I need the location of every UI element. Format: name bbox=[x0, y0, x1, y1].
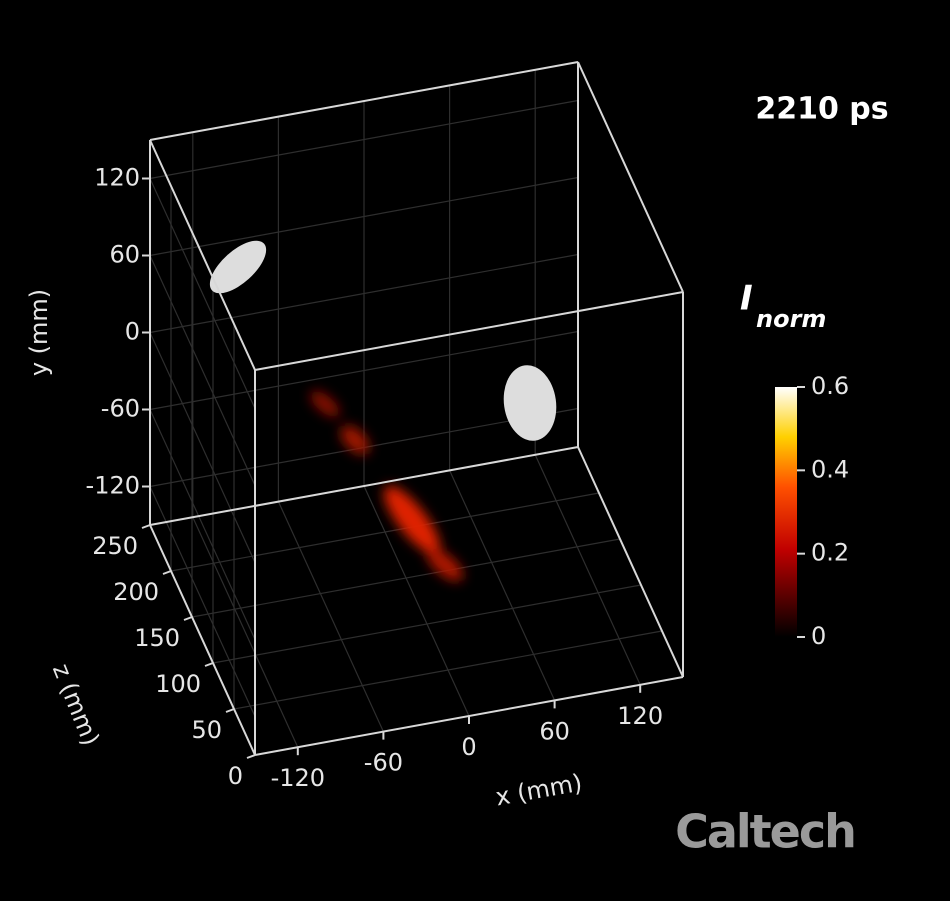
x-tick-label: 120 bbox=[617, 702, 663, 730]
z-tick-label: 100 bbox=[155, 670, 201, 698]
colorbar-label: I bbox=[740, 279, 753, 319]
box-edge bbox=[149, 139, 256, 371]
colorbar bbox=[775, 387, 797, 637]
z-tick bbox=[162, 570, 172, 575]
z-tick-label: 150 bbox=[134, 624, 180, 652]
grid-line bbox=[534, 454, 641, 686]
z-tick bbox=[204, 662, 214, 667]
grid-line bbox=[192, 516, 299, 748]
colorbar-tick-label: 0.4 bbox=[811, 455, 849, 483]
z-tick-label: 0 bbox=[228, 762, 243, 790]
pulse-blob bbox=[310, 390, 340, 418]
grid-line bbox=[149, 332, 256, 563]
x-tick-label: 0 bbox=[461, 733, 476, 761]
pulse-blob bbox=[383, 485, 441, 555]
z-tick-label: 200 bbox=[113, 578, 159, 606]
box-edge bbox=[577, 61, 684, 293]
y-axis-title: y (mm) bbox=[25, 289, 53, 376]
light-pulse bbox=[310, 390, 464, 582]
grid-line bbox=[149, 253, 579, 334]
grid-line bbox=[233, 630, 663, 710]
grid-line bbox=[149, 330, 579, 411]
grid-line bbox=[212, 584, 642, 664]
box-edge bbox=[149, 446, 579, 526]
grid-line bbox=[449, 470, 556, 701]
z-tick bbox=[246, 754, 256, 759]
z-tick-label: 50 bbox=[191, 716, 222, 744]
pulse-blob bbox=[340, 425, 370, 455]
colorbar-tick-label: 0.2 bbox=[811, 539, 849, 567]
z-tick bbox=[225, 708, 235, 713]
y-tick-label: 120 bbox=[94, 164, 140, 192]
colorbar-label-subscript: norm bbox=[756, 305, 826, 333]
grid-line bbox=[149, 178, 256, 409]
y-tick-label: 0 bbox=[125, 318, 140, 346]
z-tick bbox=[141, 524, 151, 529]
mirror bbox=[209, 240, 267, 294]
z-tick-label: 250 bbox=[92, 532, 138, 560]
grid-line bbox=[363, 485, 470, 717]
colorbar-tick-label: 0 bbox=[811, 622, 826, 650]
time-label: 2210 ps bbox=[755, 92, 888, 127]
mirror bbox=[503, 365, 557, 441]
x-tick-label: -60 bbox=[364, 749, 403, 777]
grid-line bbox=[170, 492, 600, 572]
grid-line bbox=[149, 255, 256, 486]
x-tick-label: -120 bbox=[271, 764, 325, 792]
grid-line bbox=[149, 409, 256, 640]
grid-line bbox=[149, 176, 579, 257]
y-tick-label: -60 bbox=[101, 395, 140, 423]
box-edge bbox=[149, 524, 256, 756]
grid-line bbox=[149, 486, 256, 717]
colorbar-tick-label: 0.6 bbox=[811, 372, 849, 400]
grid-line bbox=[149, 99, 579, 180]
y-tick-label: 60 bbox=[109, 241, 140, 269]
box-edge bbox=[577, 446, 684, 678]
watermark: Caltech bbox=[675, 805, 855, 859]
box-edge bbox=[254, 291, 684, 371]
pulse-blob bbox=[426, 548, 464, 582]
y-tick-label: -120 bbox=[86, 472, 140, 500]
z-tick bbox=[183, 616, 193, 621]
x-tick-label: 60 bbox=[539, 717, 570, 745]
box-edge bbox=[149, 61, 579, 141]
grid-line bbox=[191, 538, 621, 618]
grid-line bbox=[277, 501, 384, 732]
